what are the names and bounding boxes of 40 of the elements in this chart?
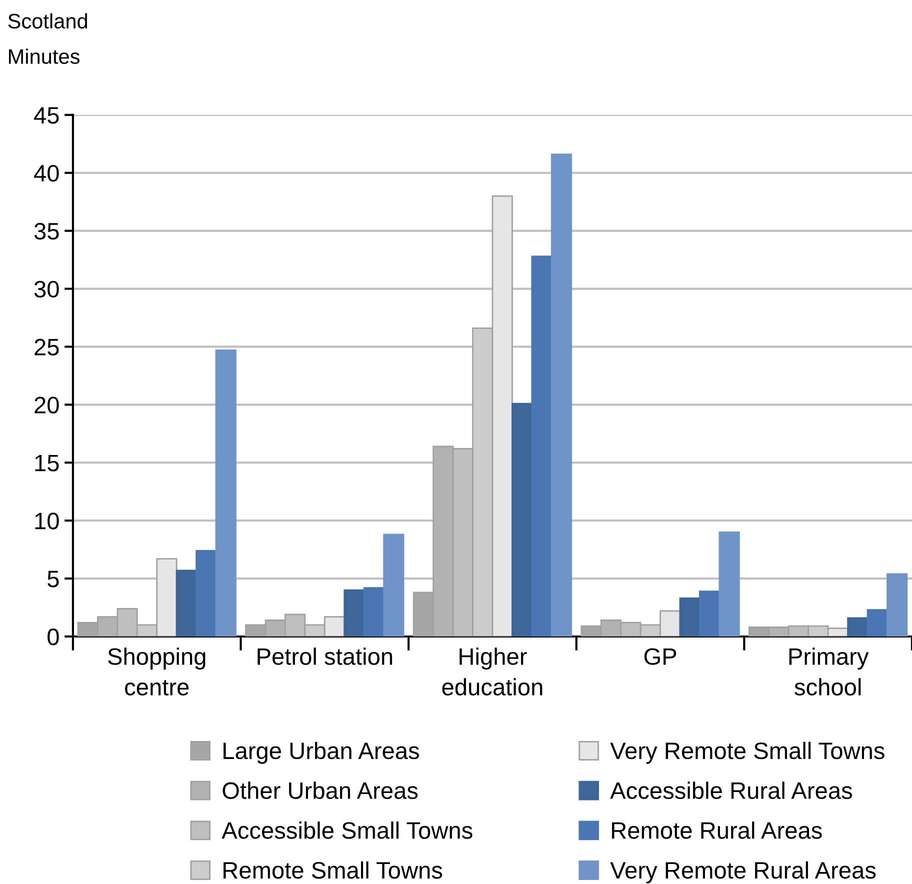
legend-label: Very Remote Small Towns	[610, 742, 884, 764]
bar	[363, 587, 385, 636]
bar	[699, 590, 720, 636]
bar	[550, 154, 572, 636]
legend-label: Other Urban Areas	[222, 782, 418, 800]
bar	[679, 598, 700, 636]
bar	[383, 534, 404, 636]
x-tick-label: Petrol station	[258, 648, 392, 665]
bar	[886, 573, 908, 636]
bar	[512, 402, 533, 636]
y-tick-label: 30	[34, 280, 59, 298]
y-tick-label: 0	[48, 628, 59, 646]
y-tick-label: 35	[34, 222, 59, 240]
legend-label: Large Urban Areas	[224, 742, 419, 764]
x-tick-label: Shopping centre	[108, 648, 206, 696]
bar	[176, 570, 197, 636]
y-tick-label: 10	[35, 512, 59, 530]
bar	[718, 531, 740, 636]
y-tick-label: 40	[34, 164, 59, 182]
legend-label: Accessible Rural Areas	[610, 782, 852, 800]
x-tick-label: Primary school	[789, 648, 869, 696]
x-tick-label: GP	[644, 648, 676, 665]
legend-label: Accessible Small Towns	[222, 822, 472, 839]
x-tick-label: Higher education	[442, 648, 542, 696]
bar	[344, 589, 365, 636]
y-tick-label: 20	[34, 396, 59, 414]
y-tick-label: 15	[35, 454, 59, 472]
legend-label: Very Remote Rural Areas	[610, 861, 876, 884]
bar	[531, 256, 552, 636]
legend-label: Remote Small Towns	[224, 861, 442, 879]
legend-label: Remote Rural Areas	[612, 822, 822, 839]
chart-title: Scotland	[8, 13, 88, 29]
bar	[196, 550, 217, 636]
y-tick-label: 45	[34, 107, 59, 124]
y-tick-label: 25	[34, 338, 59, 356]
y-tick-label: 5	[48, 570, 59, 588]
bar	[866, 609, 888, 636]
y-axis-title: Minutes	[9, 48, 80, 64]
bar	[847, 617, 868, 636]
bar	[215, 350, 236, 636]
